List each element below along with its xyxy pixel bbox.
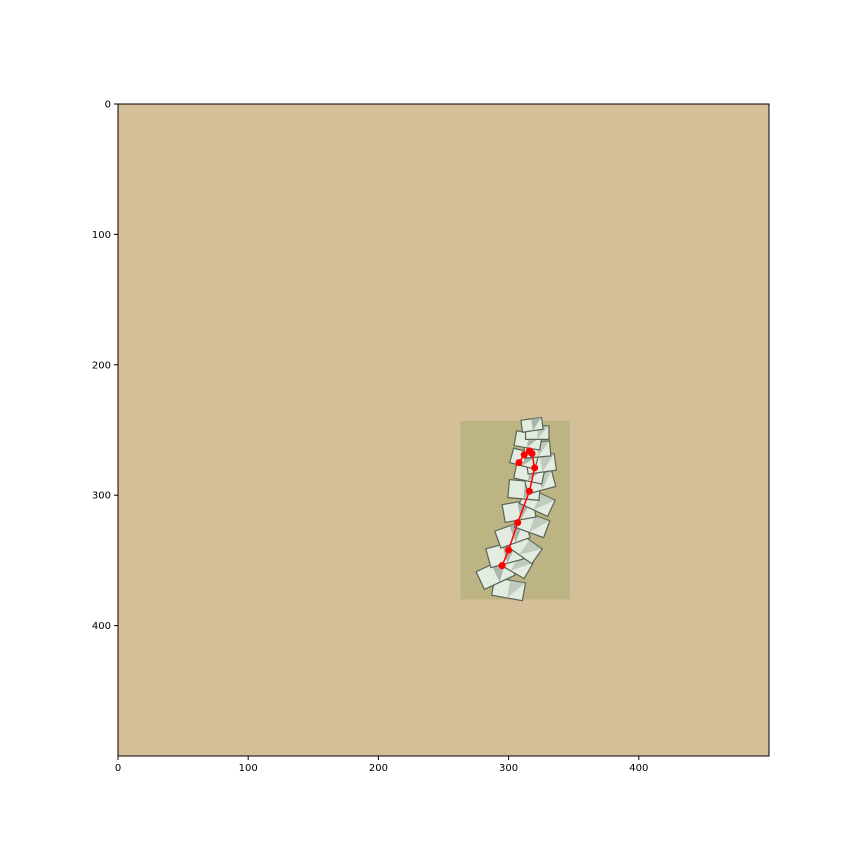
y-tick-label: 200 <box>92 360 111 371</box>
x-tick-label: 100 <box>239 763 258 774</box>
data-point <box>525 447 533 455</box>
y-tick-label: 100 <box>92 230 111 241</box>
paper-fold <box>519 539 543 555</box>
data-point <box>525 487 533 495</box>
paper-fold <box>533 493 556 510</box>
x-tick-label: 0 <box>115 763 121 774</box>
data-point <box>520 451 528 459</box>
y-tick-label: 300 <box>92 491 111 502</box>
y-tick-label: 400 <box>92 621 111 632</box>
paper-fold <box>528 515 550 533</box>
data-point <box>498 562 506 570</box>
data-point <box>505 546 513 554</box>
x-tick-label: 400 <box>629 763 648 774</box>
paper-fold <box>531 417 542 431</box>
x-tick-label: 300 <box>499 763 518 774</box>
x-tick-label: 200 <box>369 763 388 774</box>
plot-frame <box>117 103 770 757</box>
data-point <box>514 519 522 527</box>
axes: 0 100 200 300 400 0 100 200 300 400 <box>92 100 648 775</box>
plot-background <box>118 104 769 756</box>
trajectory-series <box>498 447 539 570</box>
paper-piece <box>520 416 544 433</box>
data-point <box>515 459 523 467</box>
y-tick-label: 0 <box>105 100 111 111</box>
data-point <box>531 464 539 472</box>
paper-fold <box>510 555 534 571</box>
paper-fold <box>540 453 555 473</box>
paper-piece <box>490 576 527 602</box>
paper-fold <box>507 580 526 598</box>
